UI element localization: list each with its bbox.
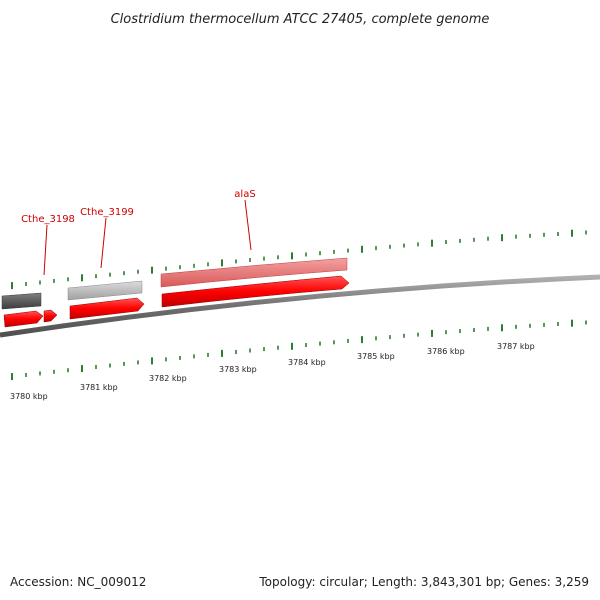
- accession-text: Accession: NC_009012: [10, 575, 146, 589]
- scale-label-3784: 3784 kbp: [288, 358, 326, 367]
- gene-labels: Cthe_3198 Cthe_3199 alaS: [21, 189, 256, 276]
- leader-line-cthe-3198: [43, 224, 48, 276]
- gene-arrow-cthe-3198[interactable]: [43, 309, 58, 323]
- outer-scale-ticks: [11, 229, 587, 290]
- gene-block-dark[interactable]: [1, 292, 42, 310]
- inner-scale-ticks: [11, 319, 587, 381]
- scale-label-3785: 3785 kbp: [357, 352, 395, 361]
- genome-backbone: [0, 274, 600, 338]
- gene-block-alas-upper[interactable]: [160, 257, 348, 288]
- map-title: Clostridium thermocellum ATCC 27405, com…: [111, 12, 490, 27]
- scale-label-3781: 3781 kbp: [80, 383, 118, 392]
- scale-labels: 3780 kbp 3781 kbp 3782 kbp 3783 kbp 3784…: [10, 342, 535, 401]
- gene-arrow-alas[interactable]: [161, 275, 350, 308]
- gene-arrow-1[interactable]: [3, 310, 44, 328]
- scale-label-3787: 3787 kbp: [497, 342, 535, 351]
- leader-line-alas: [244, 199, 252, 251]
- upper-gene-track: [1, 257, 348, 310]
- gene-label-alas[interactable]: alaS: [234, 189, 255, 200]
- gene-block-cthe-3199-upper[interactable]: [67, 280, 143, 301]
- scale-label-3783: 3783 kbp: [219, 365, 257, 374]
- gene-arrow-cthe-3199[interactable]: [69, 297, 145, 320]
- leader-line-cthe-3199: [100, 217, 107, 269]
- scale-label-3780: 3780 kbp: [10, 392, 48, 401]
- gene-label-cthe-3198[interactable]: Cthe_3198: [21, 214, 75, 225]
- gene-label-cthe-3199[interactable]: Cthe_3199: [80, 207, 134, 218]
- scale-label-3782: 3782 kbp: [149, 374, 187, 383]
- genome-summary-text: Topology: circular; Length: 3,843,301 bp…: [258, 575, 589, 589]
- scale-label-3786: 3786 kbp: [427, 347, 465, 356]
- lower-gene-track: [3, 275, 350, 328]
